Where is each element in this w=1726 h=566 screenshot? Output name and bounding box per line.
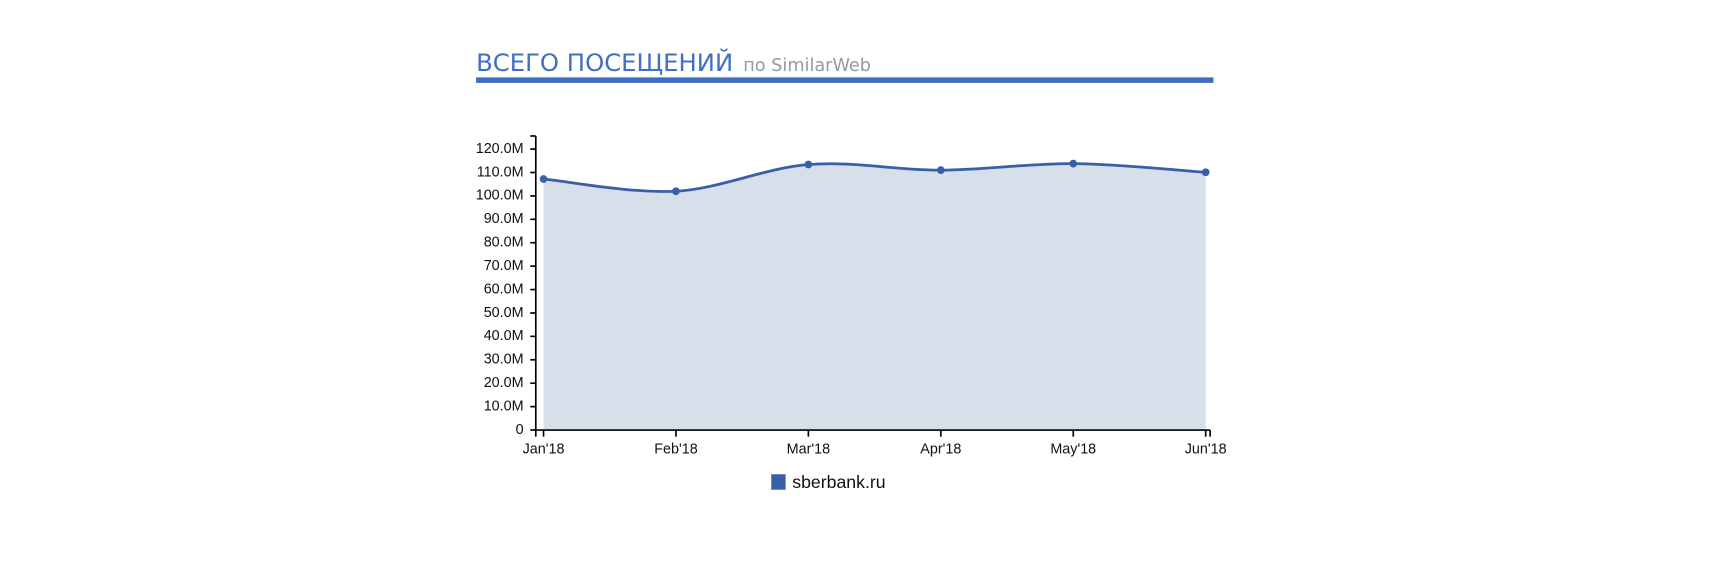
area xyxy=(543,163,1206,431)
point xyxy=(804,160,813,169)
y-tick-label: 20.0M xyxy=(484,375,524,391)
x-tick-label: Feb'18 xyxy=(654,442,697,458)
point xyxy=(672,187,680,196)
x-tick-label: Mar'18 xyxy=(787,442,830,458)
y-tick-label: 100.0M xyxy=(476,188,524,204)
y-tick-label: 120.0M xyxy=(476,141,524,157)
point xyxy=(1069,159,1078,168)
y-tick-label: 80.0M xyxy=(484,235,524,251)
legend-label: sberbank.ru xyxy=(792,472,885,492)
point xyxy=(1201,168,1210,177)
y-tick-label: 0 xyxy=(516,422,524,438)
x-tick-label: Jun'18 xyxy=(1185,442,1227,458)
chart-title: ВСЕГО ПОСЕЩЕНИЙ xyxy=(476,48,733,77)
y-tick-label: 90.0M xyxy=(484,211,524,227)
y-tick-label: 40.0M xyxy=(484,328,524,344)
legend-swatch xyxy=(771,474,786,490)
y-tick-label: 10.0M xyxy=(484,398,524,414)
x-tick-label: Apr'18 xyxy=(920,442,961,458)
y-tick-label: 30.0M xyxy=(484,352,524,368)
title-underline xyxy=(476,77,1214,83)
x-tick-label: May'18 xyxy=(1050,442,1096,458)
y-tick-label: 70.0M xyxy=(484,258,524,274)
y-tick-label: 60.0M xyxy=(484,281,524,297)
chart-title-group: ВСЕГО ПОСЕЩЕНИЙ по SimilarWeb xyxy=(476,48,871,77)
point xyxy=(539,175,548,183)
y-tick-label: 50.0M xyxy=(484,305,524,321)
chart-subtitle: по SimilarWeb xyxy=(743,56,871,76)
x-tick-label: Jan'18 xyxy=(523,442,565,458)
line xyxy=(543,162,1206,193)
point xyxy=(936,166,945,175)
y-tick-label: 110.0M xyxy=(477,164,524,180)
